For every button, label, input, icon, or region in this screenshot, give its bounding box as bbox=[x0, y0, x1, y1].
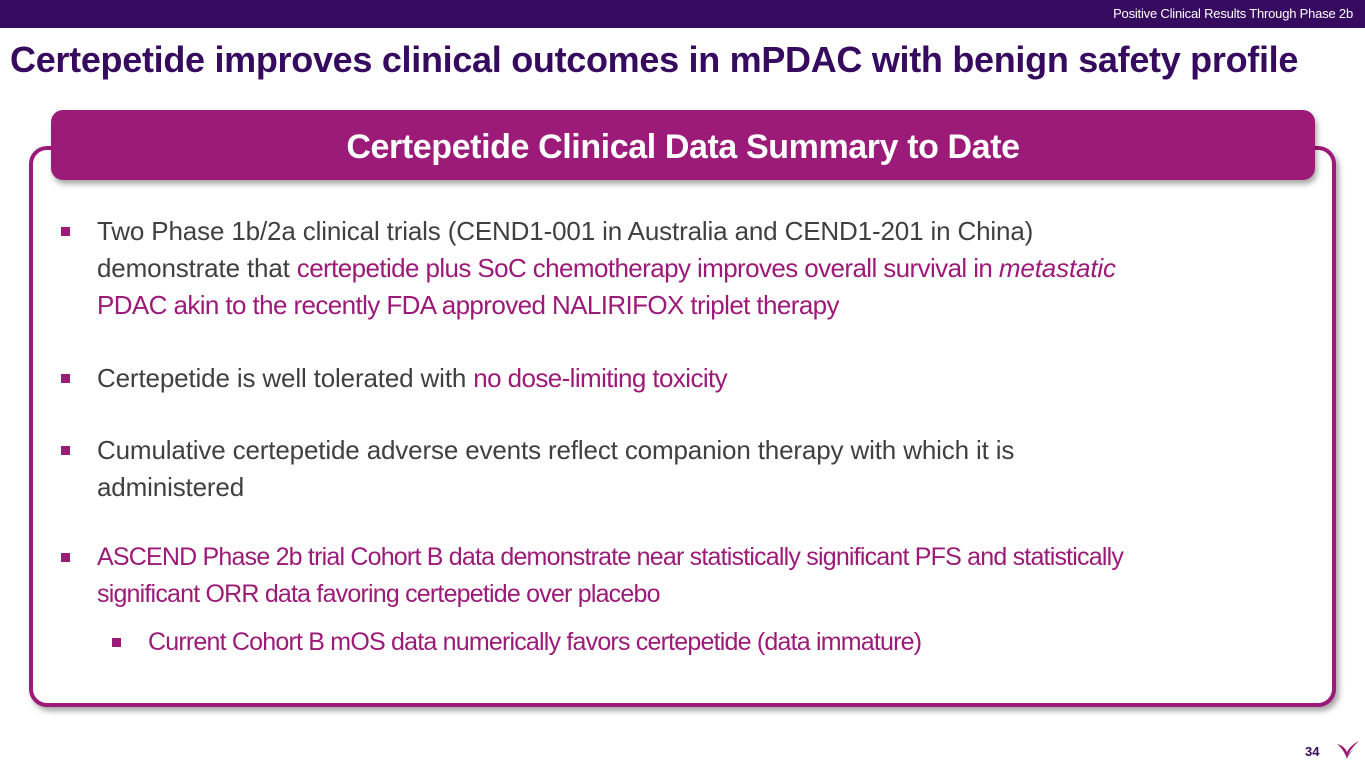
bird-logo-icon bbox=[1337, 741, 1359, 759]
summary-header-title: Certepetide Clinical Data Summary to Dat… bbox=[346, 128, 1020, 166]
bullet-plain-text: demonstrate that bbox=[97, 253, 297, 283]
bullet-highlight-text: no dose-limiting toxicity bbox=[473, 363, 728, 393]
bullet-highlight-text: PDAC akin to the recently FDA approved N… bbox=[97, 290, 840, 320]
bullet-line: ASCEND Phase 2b trial Cohort B data demo… bbox=[97, 543, 1124, 571]
bullet-line: PDAC akin to the recently FDA approved N… bbox=[97, 287, 1116, 324]
top-header-bar: Positive Clinical Results Through Phase … bbox=[0, 0, 1365, 28]
bullet-line: Cumulative certepetide adverse events re… bbox=[97, 435, 1015, 465]
bullet-plain-text: Certepetide is well tolerated with bbox=[97, 363, 474, 393]
bullet-highlight-text: certepetide plus SoC chemotherapy improv… bbox=[296, 253, 999, 283]
bullet-text: Certepetide is well tolerated with no do… bbox=[97, 360, 728, 397]
bullet-marker bbox=[61, 374, 70, 383]
bullet-text: Cumulative certepetide adverse events re… bbox=[97, 432, 1014, 506]
bullet-item-phase1b: Two Phase 1b/2a clinical trials (CEND1-0… bbox=[61, 213, 1331, 324]
bullet-item-tolerability: Certepetide is well tolerated with no do… bbox=[61, 360, 1331, 397]
page-number: 34 bbox=[1305, 744, 1320, 759]
bullet-marker bbox=[61, 553, 70, 562]
bullet-item-adverse-events: Cumulative certepetide adverse events re… bbox=[61, 432, 1331, 506]
section-label: Positive Clinical Results Through Phase … bbox=[1113, 6, 1353, 21]
bullet-line: significant ORR data favoring certepetid… bbox=[97, 580, 661, 608]
bullet-marker bbox=[61, 227, 70, 236]
bullet-line: demonstrate that certepetide plus SoC ch… bbox=[97, 250, 1116, 287]
bullet-text: Two Phase 1b/2a clinical trials (CEND1-0… bbox=[97, 213, 1116, 324]
slide-title: Certepetide improves clinical outcomes i… bbox=[10, 39, 1299, 80]
bullet-item-ascend: ASCEND Phase 2b trial Cohort B data demo… bbox=[61, 539, 1331, 613]
bullet-line: Two Phase 1b/2a clinical trials (CEND1-0… bbox=[97, 213, 1116, 250]
bullet-line: administered bbox=[97, 472, 245, 502]
bullet-text: ASCEND Phase 2b trial Cohort B data demo… bbox=[97, 539, 1124, 613]
summary-header: Certepetide Clinical Data Summary to Dat… bbox=[51, 110, 1315, 180]
bullet-marker bbox=[61, 446, 70, 455]
bullet-text: Current Cohort B mOS data numerically fa… bbox=[148, 628, 922, 656]
bullet-line-text: Two Phase 1b/2a clinical trials (CEND1-0… bbox=[97, 216, 1034, 246]
sub-bullet-item-mos: Current Cohort B mOS data numerically fa… bbox=[112, 624, 1312, 661]
summary-panel bbox=[29, 146, 1336, 707]
bullet-marker bbox=[112, 638, 121, 647]
bullet-italic-text: metastatic bbox=[998, 253, 1116, 283]
